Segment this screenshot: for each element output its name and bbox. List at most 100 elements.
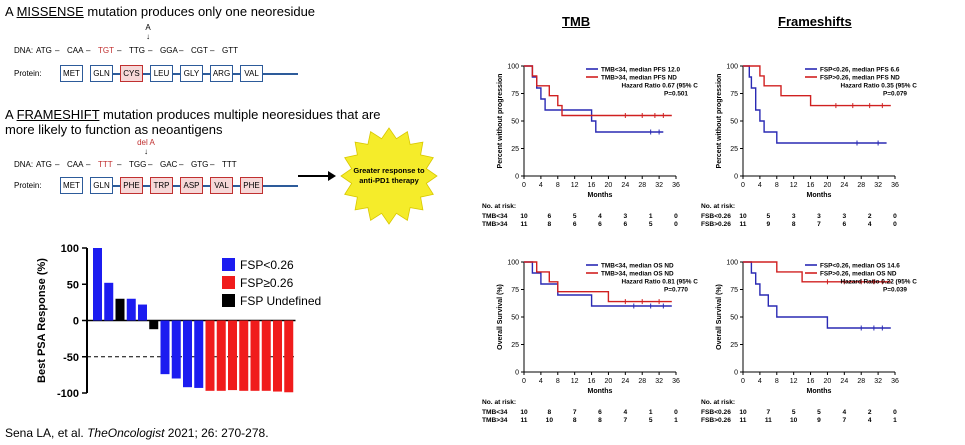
- y-axis-label: Percent without progression: [497, 74, 504, 169]
- risk-value: 10: [546, 417, 554, 424]
- protein-label: Protein:: [14, 181, 42, 190]
- codon-separator: –: [117, 160, 122, 169]
- risk-value: 5: [573, 213, 577, 220]
- x-tick-label: 36: [672, 182, 680, 189]
- protein-label: Protein:: [14, 69, 42, 78]
- risk-value: 11: [521, 221, 528, 228]
- x-tick-label: 20: [824, 378, 832, 385]
- y-tick-label: 100: [507, 64, 519, 71]
- risk-value: 4: [868, 221, 872, 228]
- x-tick-label: 24: [621, 182, 629, 189]
- km-curve: [524, 261, 672, 307]
- risk-value: 6: [547, 213, 551, 220]
- missense-dna-row: DNA: ATG – CAA – TGT – TTG – GGA – CGT – GTT: [14, 46, 294, 57]
- risk-value: 8: [792, 221, 796, 228]
- x-tick-label: 0: [522, 378, 526, 385]
- x-tick-label: 16: [807, 182, 815, 189]
- column-title-tmb: TMB: [562, 14, 591, 29]
- x-axis-label: Months: [807, 388, 832, 395]
- codon-separator: –: [210, 46, 215, 55]
- x-axis-label: Months: [588, 192, 613, 199]
- km-curve: [524, 65, 664, 133]
- x-tick-label: 8: [775, 378, 779, 385]
- km-curve: [743, 65, 891, 107]
- protein-box: GLN: [90, 177, 113, 194]
- codon-separator: –: [117, 46, 122, 55]
- x-tick-label: 24: [840, 182, 848, 189]
- hazard-ratio: Hazard Ratio 0.67 (95% CI 0.20-2.19): [621, 83, 698, 90]
- waterfall-bar: [126, 298, 136, 321]
- y-axis-label: Overall Survival (%): [716, 284, 723, 350]
- y-tick-label: 75: [511, 91, 519, 98]
- risk-value: 6: [573, 221, 577, 228]
- waterfall-bar: [171, 320, 181, 379]
- risk-row-label: TMB<34: [482, 409, 508, 416]
- risk-value: 1: [649, 213, 653, 220]
- frameshift-keyword: FRAMESHIFT: [16, 107, 100, 122]
- x-tick-label: 4: [758, 378, 762, 385]
- risk-row-label: TMB>34: [482, 417, 508, 424]
- codon-separator: –: [148, 46, 153, 55]
- protein-box: CYS: [120, 65, 143, 82]
- legend-label: FSP>0.26, median PFS ND: [820, 75, 900, 82]
- citation: Sena LA, et al. TheOncologist 2021; 26: …: [5, 426, 269, 440]
- waterfall-bar: [239, 320, 249, 391]
- x-tick-label: 36: [891, 182, 899, 189]
- missense-mutation-marker: A ↓: [145, 23, 151, 41]
- legend-swatch: [222, 276, 235, 289]
- risk-value: 11: [740, 417, 747, 424]
- waterfall-bar: [183, 320, 192, 388]
- waterfall-bar: [115, 298, 125, 321]
- y-tick-label: -50: [63, 352, 79, 364]
- codon: CAA: [67, 46, 84, 55]
- x-tick-label: 12: [790, 378, 798, 385]
- km-curve: [524, 261, 672, 303]
- protein-box: GLY: [180, 65, 203, 82]
- x-tick-label: 20: [605, 182, 613, 189]
- risk-value: 4: [868, 417, 872, 424]
- legend-label: TMB<34, median PFS 12.0: [601, 67, 680, 74]
- x-tick-label: 28: [638, 182, 646, 189]
- risk-value: 8: [598, 417, 602, 424]
- x-tick-label: 12: [790, 182, 798, 189]
- y-tick-label: 0: [734, 370, 738, 377]
- y-tick-label: 75: [511, 287, 519, 294]
- risk-value: 7: [842, 417, 846, 424]
- y-tick-label: 0: [515, 370, 519, 377]
- risk-row-label: FSB>0.26: [701, 221, 731, 228]
- risk-value: 9: [817, 417, 821, 424]
- codon-separator: –: [179, 46, 184, 55]
- dna-label: DNA:: [14, 46, 34, 55]
- waterfall-bar: [160, 320, 170, 375]
- x-tick-label: 32: [655, 182, 663, 189]
- waterfall-bar: [93, 248, 102, 321]
- frameshift-dna-row: DNA: ATG – CAA – TTT – TGG – GAC – GTG – TTT: [14, 160, 294, 171]
- hazard-ratio: Hazard Ratio 0.22 (95% CI 0.05-0.90): [840, 279, 917, 286]
- x-tick-label: 12: [571, 378, 579, 385]
- risk-value: 5: [817, 409, 821, 416]
- codon: ATG: [36, 46, 52, 55]
- risk-value: 6: [623, 221, 627, 228]
- protein-box: LEU: [150, 65, 173, 82]
- waterfall-bar: [250, 320, 260, 391]
- y-tick-label: 25: [730, 342, 738, 349]
- frameshift-heading: A FRAMESHIFT mutation produces multiple …: [5, 107, 381, 137]
- legend-label: FSP<0.26: [240, 258, 294, 272]
- risk-value: 9: [766, 221, 770, 228]
- risk-table-title: No. at risk:: [701, 203, 735, 210]
- risk-value: 0: [674, 221, 678, 228]
- x-tick-label: 4: [539, 182, 543, 189]
- risk-value: 4: [598, 213, 602, 220]
- legend-label: FSP>0.26, median OS ND: [820, 271, 897, 278]
- x-tick-label: 16: [588, 378, 596, 385]
- missense-heading: A MISSENSE mutation produces only one ne…: [5, 4, 316, 19]
- p-value: P=0.039: [883, 287, 907, 294]
- codon: GTT: [222, 46, 238, 55]
- frameshift-mutation-marker: del A ↓: [137, 138, 155, 156]
- protein-box: MET: [60, 65, 83, 82]
- risk-value: 0: [893, 221, 897, 228]
- y-axis-label: Overall Survival (%): [497, 284, 504, 350]
